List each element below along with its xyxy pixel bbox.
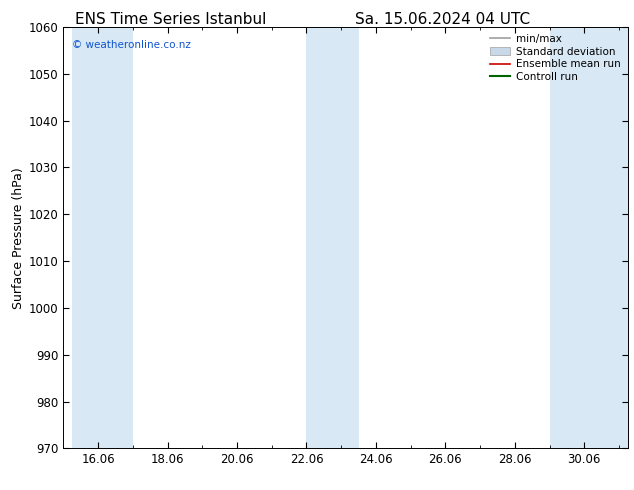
Text: ENS Time Series Istanbul: ENS Time Series Istanbul [75,12,266,27]
Bar [550,27,628,448]
Bar [306,27,359,448]
Text: © weatheronline.co.nz: © weatheronline.co.nz [72,40,191,49]
Bar [72,27,133,448]
Text: Sa. 15.06.2024 04 UTC: Sa. 15.06.2024 04 UTC [355,12,530,27]
Legend: min/max, Standard deviation, Ensemble mean run, Controll run: min/max, Standard deviation, Ensemble me… [488,32,623,84]
Y-axis label: Surface Pressure (hPa): Surface Pressure (hPa) [11,167,25,309]
